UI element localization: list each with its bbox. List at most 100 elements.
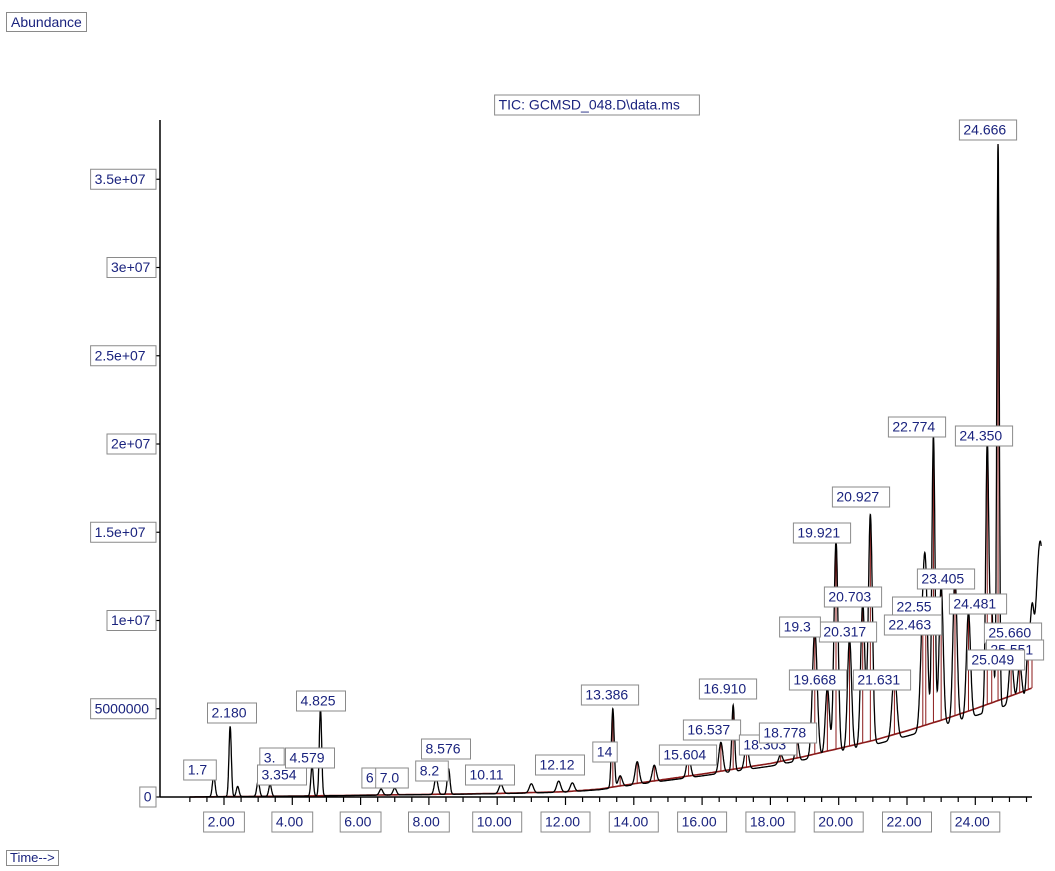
svg-text:20.00: 20.00 [818,814,853,830]
y-tick-label: 3e+07 [106,257,157,278]
x-tick-label: 6.00 [339,811,382,833]
svg-text:1.7: 1.7 [188,762,208,778]
svg-text:6.00: 6.00 [344,814,371,830]
peak-label: 20.927 [831,486,891,508]
svg-text:2.00: 2.00 [208,814,235,830]
peak-label: 14 [592,741,618,763]
peak-label: 20.703 [823,586,883,608]
peak-label: 19.921 [792,522,852,544]
svg-text:8.2: 8.2 [420,763,440,779]
svg-text:6: 6 [366,770,374,786]
peak-label: 23.405 [916,568,976,590]
svg-text:22.463: 22.463 [888,617,931,633]
peak-label: 2.180 [207,702,257,724]
peak-label: 15.604 [658,744,718,766]
y-tick-label: 1e+07 [106,610,157,631]
svg-text:23.405: 23.405 [921,571,964,587]
svg-text:16.910: 16.910 [703,681,746,697]
peak-label: 22.463 [883,614,943,636]
svg-text:12.12: 12.12 [540,757,575,773]
peak-label: 25.660 [983,622,1043,644]
x-tick-label: 2.00 [203,811,245,833]
svg-text:7.0: 7.0 [380,770,400,786]
peak-label: 4.579 [285,747,335,769]
svg-text:10.11: 10.11 [470,767,504,783]
y-tick-label: 2e+07 [106,433,157,455]
x-tick-label: 10.00 [472,811,523,833]
peak-label: 16.910 [698,678,758,700]
svg-text:1e+07: 1e+07 [111,612,151,628]
svg-text:22.774: 22.774 [892,419,935,435]
x-tick-label: 18.00 [745,811,796,833]
svg-text:24.00: 24.00 [955,814,990,830]
peak-label: 13.386 [580,684,640,706]
svg-text:2.180: 2.180 [212,705,247,721]
peak-label: 25.049 [966,649,1026,671]
x-tick-label: 16.00 [677,811,728,833]
x-axis-title: Time--> [6,850,59,866]
svg-text:5000000: 5000000 [95,700,150,716]
svg-text:4.00: 4.00 [276,814,303,830]
peak-label: 20.317 [818,621,878,643]
peak-label: 7.0 [375,767,409,789]
svg-text:25.049: 25.049 [971,652,1014,668]
svg-text:4.825: 4.825 [301,693,336,709]
y-tick-label: 2.5e+07 [90,345,157,367]
x-tick-label: 4.00 [271,811,314,833]
svg-text:14: 14 [597,744,613,760]
svg-text:3.5e+07: 3.5e+07 [95,171,146,187]
peak-label: 8.2 [415,760,449,782]
peak-label: 22.55 [892,596,942,618]
peak-label: 22.774 [887,416,947,438]
x-tick-label: 24.00 [950,811,1001,833]
peak-label: 21.631 [852,669,912,691]
svg-text:16.00: 16.00 [682,814,717,830]
svg-text:21.631: 21.631 [857,672,900,688]
svg-text:10.00: 10.00 [477,814,512,830]
svg-text:20.317: 20.317 [823,624,866,640]
svg-text:4.579: 4.579 [290,750,325,766]
peak-label: 24.666 [958,119,1018,141]
svg-text:24.666: 24.666 [963,122,1006,138]
peak-label: 24.481 [948,593,1008,615]
svg-text:16.537: 16.537 [687,722,730,738]
svg-text:22.00: 22.00 [887,814,922,830]
svg-text:19.668: 19.668 [793,672,836,688]
tic-trace [189,144,1042,798]
y-tick-label: 0 [139,786,157,808]
svg-text:13.386: 13.386 [585,687,628,703]
svg-text:22.55: 22.55 [897,599,932,615]
peak-label: 19.668 [788,669,848,691]
svg-text:2.5e+07: 2.5e+07 [95,347,146,363]
svg-text:3e+07: 3e+07 [111,259,151,275]
x-tick-label: 20.00 [813,811,864,833]
svg-text:8.00: 8.00 [413,814,440,830]
peak-label: 19.3 [779,616,821,638]
peak-label: 3.354 [257,764,307,786]
svg-text:19.921: 19.921 [797,525,840,541]
svg-text:2e+07: 2e+07 [111,436,151,452]
svg-text:15.604: 15.604 [663,747,706,763]
svg-text:3.: 3. [264,750,276,766]
svg-text:24.481: 24.481 [953,596,996,612]
peak-label: 8.576 [421,738,471,760]
svg-text:3.354: 3.354 [262,767,297,783]
svg-text:1.5e+07: 1.5e+07 [95,524,146,540]
y-tick-label: 3.5e+07 [90,168,157,190]
svg-text:19.3: 19.3 [784,619,811,635]
x-tick-label: 8.00 [408,811,450,833]
svg-text:0: 0 [144,789,152,805]
peak-label: 24.350 [954,425,1014,447]
svg-text:18.00: 18.00 [750,814,785,830]
svg-text:18.778: 18.778 [763,725,806,741]
x-tick-label: 14.00 [608,811,659,833]
chart-title: TIC: GCMSD_048.D\data.ms [494,94,700,116]
svg-text:TIC: GCMSD_048.D\data.ms: TIC: GCMSD_048.D\data.ms [499,97,680,113]
y-axis-title: Abundance [6,12,87,32]
y-tick-label: 5000000 [90,698,157,720]
y-tick-label: 1.5e+07 [90,521,157,543]
peak-label: 18.778 [758,722,818,744]
svg-text:24.350: 24.350 [959,428,1002,444]
x-tick-label: 22.00 [882,811,932,833]
